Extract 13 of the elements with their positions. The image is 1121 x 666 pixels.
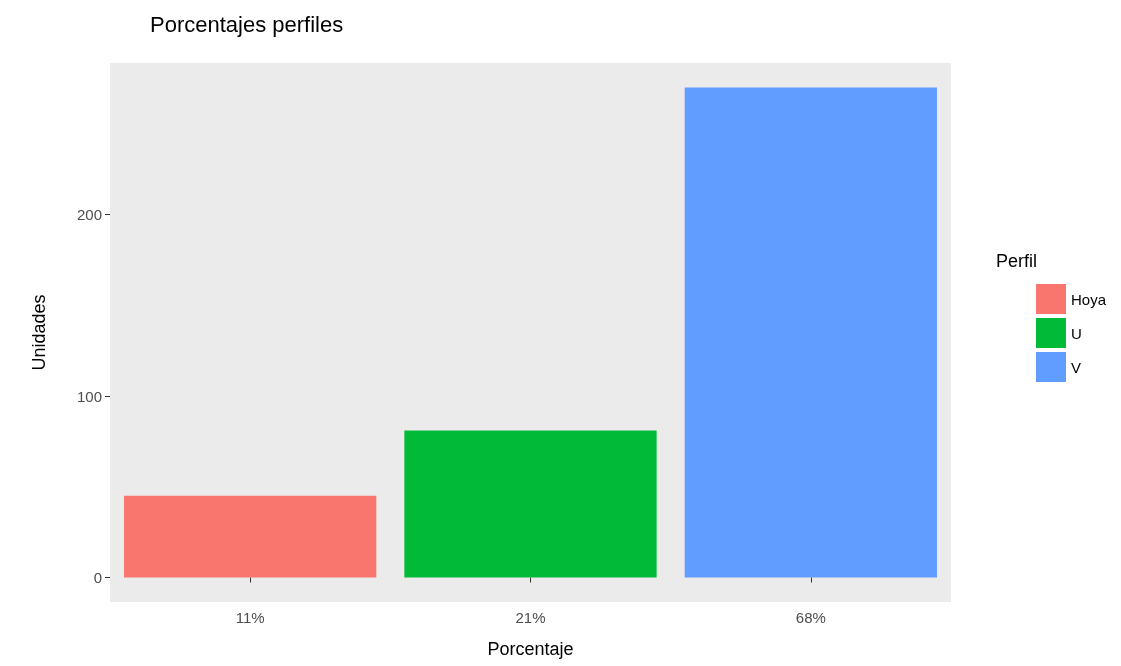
legend-label: U xyxy=(1070,324,1082,342)
y-axis-title: Unidades xyxy=(29,294,49,371)
y-tick-label: 200 xyxy=(76,206,102,224)
legend-label: V xyxy=(1070,358,1081,376)
x-tick-label: 68% xyxy=(795,609,826,626)
chart-title: Porcentajes perfiles xyxy=(150,11,344,37)
legend-title: Perfil xyxy=(995,251,1038,271)
y-tick-label: 100 xyxy=(76,387,102,405)
x-tick-label: 11% xyxy=(235,609,265,626)
x-axis-title: Porcentaje xyxy=(487,639,574,659)
y-tick-label: 0 xyxy=(93,569,102,586)
x-tick-label: 21% xyxy=(515,609,546,626)
legend-label: Hoya xyxy=(1070,290,1107,308)
